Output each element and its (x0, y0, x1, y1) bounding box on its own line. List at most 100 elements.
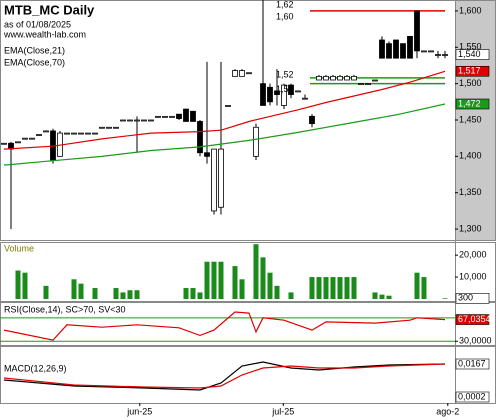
price-axis-bg (455, 0, 496, 240)
volume-bar (351, 277, 357, 299)
y-tick-label: 1,600 (459, 5, 482, 15)
y-tick-label: 1,500 (459, 78, 482, 88)
x-tick-label: ago-2 (436, 406, 459, 416)
candle-body (71, 132, 77, 135)
candle-body (267, 86, 273, 103)
volume-bar (232, 266, 238, 299)
candle-body (225, 105, 231, 107)
legend-entry: EMA(Close,70) (4, 57, 65, 67)
volume-bar (379, 294, 385, 299)
value-box-label: 300 (458, 293, 473, 303)
series-line (3, 361, 446, 391)
candle-body (393, 39, 399, 59)
price-annotation: 1,60 (276, 11, 294, 21)
candle-body (1, 142, 7, 145)
value-box-label: 67,0354 (458, 314, 491, 324)
x-tick-label: jun-25 (126, 406, 152, 416)
candle-body (141, 119, 147, 122)
volume-bar (204, 261, 210, 299)
y-tick-label: 1,300 (459, 223, 482, 233)
value-box (455, 314, 490, 325)
macd-title: MACD(12,26,9) (4, 363, 67, 373)
volume-bar (239, 279, 245, 299)
candle-body (183, 108, 189, 122)
y-tick-label: 1,400 (459, 151, 482, 161)
candle-body (218, 148, 224, 208)
candle-body (22, 137, 28, 140)
volume-bar (92, 288, 98, 299)
candle-body (386, 43, 392, 59)
volume-bar (211, 261, 217, 299)
volume-bar (323, 277, 329, 299)
candle-body (239, 70, 245, 77)
candle-body (330, 75, 336, 81)
series-line (3, 363, 446, 389)
candle-body (260, 83, 266, 106)
volume-bar (337, 277, 343, 299)
value-box (455, 98, 490, 110)
volume-bar (288, 292, 294, 299)
series-line (3, 70, 446, 150)
candle-body (169, 115, 175, 118)
candle-body (29, 137, 35, 140)
candle-body (358, 83, 364, 86)
candle-body (92, 132, 98, 135)
value-box (455, 293, 490, 304)
value-box (455, 49, 490, 60)
candle-body (337, 75, 343, 81)
value-box-label: 1,472 (458, 98, 481, 108)
candle-body (176, 113, 182, 119)
volume-bar (442, 298, 448, 299)
candle-body (134, 119, 140, 122)
value-box (455, 358, 490, 370)
legend-entry: EMA(Close,21) (4, 45, 65, 55)
volume-bar (22, 272, 28, 299)
candle-body (435, 54, 441, 56)
value-box-label: 1,517 (458, 66, 481, 76)
candle-body (85, 132, 91, 135)
volume-bar (316, 277, 322, 299)
volume-bar (15, 270, 21, 299)
volume-bar (71, 279, 77, 299)
candle-body (43, 130, 49, 133)
volume-bar (253, 244, 259, 299)
candle-body (64, 132, 70, 135)
candle-body (99, 126, 105, 129)
value-box (455, 391, 490, 403)
chart-title: MTB_MC Daily (4, 2, 95, 17)
volume-bar (197, 292, 203, 299)
candle-body (323, 75, 329, 81)
volume-bar (267, 272, 273, 299)
y-tick-label: 1,550 (459, 42, 482, 52)
candle-body (316, 75, 322, 81)
volume-bar (386, 295, 392, 299)
subtitle: as of 01/08/2025 (4, 19, 71, 29)
y-tick-label: 1,450 (459, 114, 482, 124)
candle-body (407, 35, 413, 59)
y-tick-label: 30,0000 (459, 336, 492, 346)
volume-bar (344, 277, 350, 299)
candle-body (253, 126, 259, 157)
candle-body (351, 75, 357, 81)
candle-body (211, 148, 217, 212)
candle-body (155, 115, 161, 118)
volume-bar (414, 272, 420, 299)
candle-body (302, 97, 308, 100)
volume-bar (260, 257, 266, 299)
volume-bar (421, 277, 427, 299)
volume-bar (309, 277, 315, 299)
candle-body (379, 39, 385, 59)
volume-bar (134, 290, 140, 299)
candle-body (127, 119, 133, 122)
value-box-label: 0,0167 (458, 358, 486, 368)
y-tick-label: 20,000 (459, 250, 487, 260)
price-annotation: 1,50 (276, 84, 294, 94)
candle-body (442, 54, 448, 56)
volume-bar (113, 288, 119, 299)
candle-body (190, 110, 196, 122)
value-box-label: 1,540 (458, 49, 481, 59)
volume-title: Volume (4, 243, 34, 253)
volume-bar (330, 277, 336, 299)
